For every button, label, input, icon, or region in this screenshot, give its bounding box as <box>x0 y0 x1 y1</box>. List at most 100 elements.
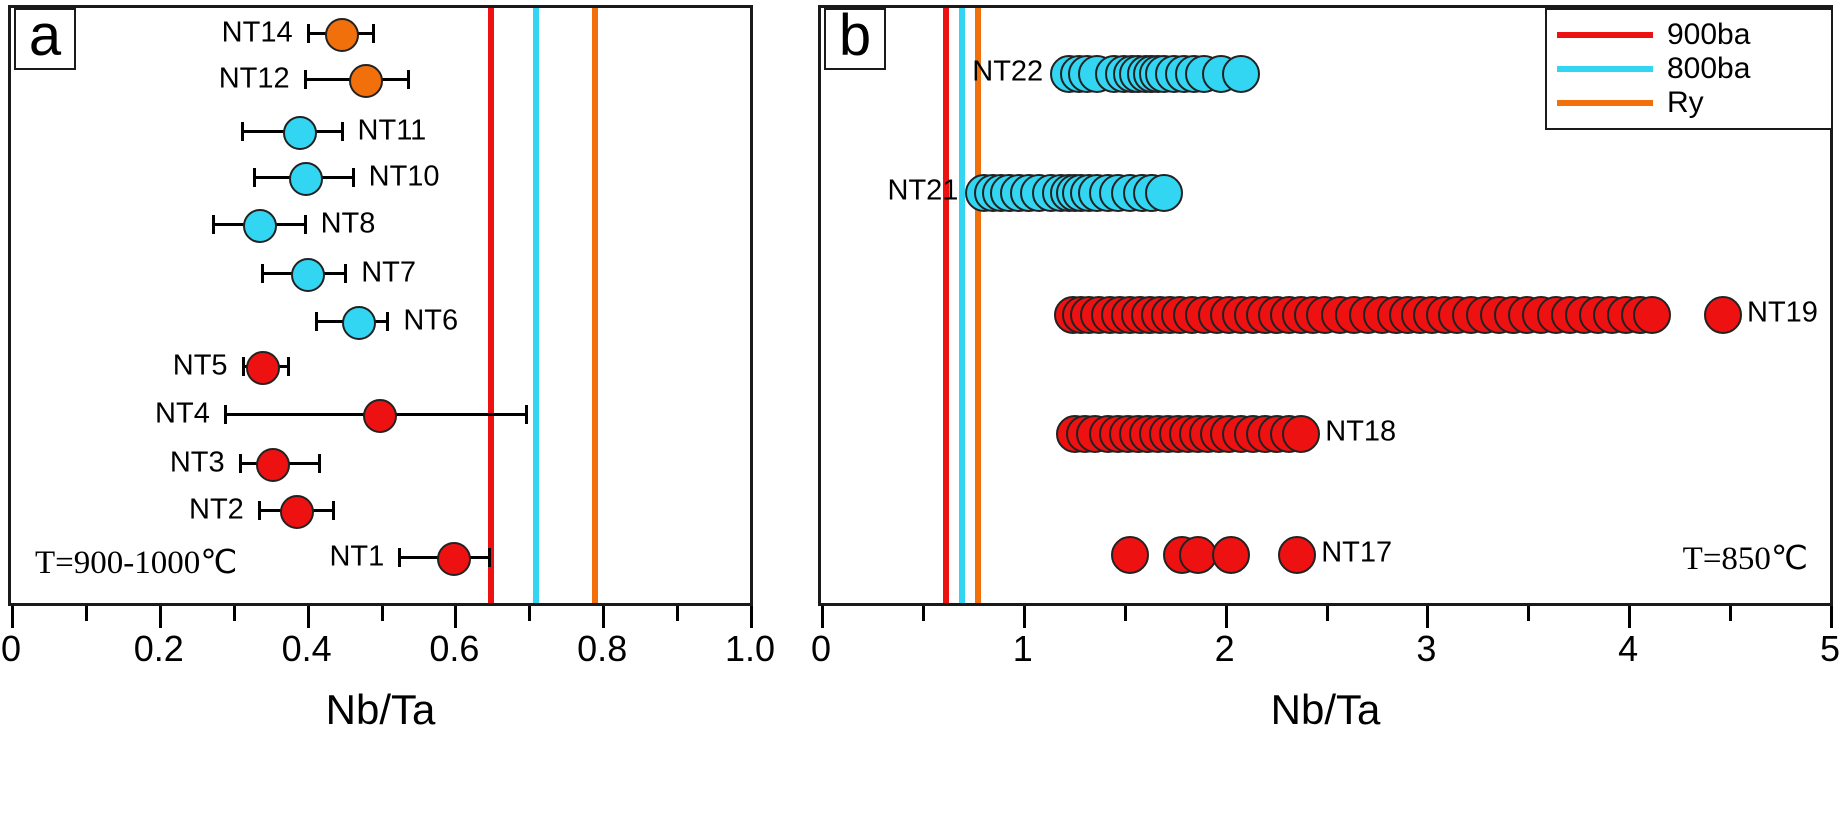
axis-tick-major <box>821 606 824 628</box>
error-bar-cap-low <box>223 405 227 424</box>
legend-label: Ry <box>1667 86 1704 119</box>
data-point-marker[interactable] <box>1145 174 1184 212</box>
data-point-marker[interactable] <box>437 542 472 576</box>
error-bar-cap-low <box>257 501 261 520</box>
series-label-NT21: NT21 <box>887 174 959 207</box>
axis-tick-minor <box>921 606 925 621</box>
error-bar-cap-low <box>252 168 256 187</box>
axis-tick-major <box>11 606 14 628</box>
error-bar-cap-low <box>240 122 244 141</box>
axis-tick-label: 0.4 <box>281 628 332 669</box>
axis-tick-label: 0.6 <box>429 628 480 669</box>
axis-tick-minor <box>84 606 88 621</box>
data-point-marker[interactable] <box>1211 536 1250 574</box>
axis-tick-minor <box>1729 606 1733 621</box>
legend-item-900ba[interactable]: 900ba <box>1557 18 1817 52</box>
axis-tick-minor <box>380 606 384 621</box>
panel-label-a: a <box>14 7 76 70</box>
error-bar-cap-high <box>340 122 344 141</box>
data-point-marker[interactable] <box>1704 296 1743 334</box>
data-point-marker[interactable] <box>1282 415 1321 453</box>
data-point-marker[interactable] <box>348 64 383 98</box>
error-bar-cap-high <box>303 215 307 234</box>
error-bar-cap-high <box>344 264 348 283</box>
series-label-NT4: NT4 <box>155 397 210 430</box>
data-point-marker[interactable] <box>1221 55 1260 93</box>
data-point-marker[interactable] <box>282 116 317 150</box>
series-label-NT6: NT6 <box>403 304 459 337</box>
axis-tick-label: 1.0 <box>724 628 776 669</box>
error-bar-cap-low <box>315 312 319 331</box>
axis-tick-label: 0 <box>810 628 832 669</box>
plot-area-a: NT14 NT12 NT11 NT10 NT8 NT7 NT6 NT5 NT4 NT3 NT2 NT1… <box>8 5 753 606</box>
data-point-marker[interactable] <box>1633 296 1672 334</box>
error-bar-cap-high <box>407 70 411 89</box>
error-bar-cap-high <box>371 24 375 43</box>
x-axis-b: 0 1 2 3 4 5 <box>811 606 1840 676</box>
series-label-NT19: NT19 <box>1747 296 1818 329</box>
axis-tick-label: 0.8 <box>577 628 628 669</box>
reference-line-Ry <box>975 8 982 603</box>
temperature-annotation-a: T=900-1000℃ <box>35 545 238 581</box>
reference-line-800ba <box>959 8 966 603</box>
axis-tick-major <box>1426 606 1430 628</box>
data-point-marker[interactable] <box>242 209 277 243</box>
error-bar-cap-low <box>241 357 245 376</box>
reference-line-800ba <box>532 8 539 603</box>
series-label-NT22: NT22 <box>972 55 1044 88</box>
axis-tick-major <box>306 606 310 628</box>
legend-swatch-900ba <box>1557 32 1653 38</box>
reference-line-900ba <box>943 8 950 603</box>
data-point-marker[interactable] <box>256 448 291 482</box>
legend-label: 900ba <box>1667 18 1751 51</box>
axis-tick-major <box>1830 606 1833 628</box>
data-point-marker[interactable] <box>1278 536 1317 574</box>
axis-tick-label: 3 <box>1416 628 1437 669</box>
axis-title-a: Nb/Ta <box>325 686 436 733</box>
axis-tick-major <box>1022 606 1026 628</box>
series-label-NT10: NT10 <box>368 160 440 193</box>
series-label-NT11: NT11 <box>357 114 427 147</box>
legend-item-800ba[interactable]: 800ba <box>1557 52 1817 86</box>
data-point-marker[interactable] <box>1110 536 1149 574</box>
plot-area-b: NT22 NT21 NT19 NT18 NT17 T=850℃ <box>818 5 1833 606</box>
axis-tick-major <box>750 606 753 628</box>
x-axis-a: 0 0.2 0.4 0.6 0.8 1.0 <box>1 606 775 676</box>
data-point-marker[interactable] <box>279 495 314 529</box>
axis-tick-label: 2 <box>1214 628 1235 669</box>
error-bar-cap-high <box>488 548 492 567</box>
data-point-marker[interactable] <box>324 18 359 52</box>
axis-tick-major <box>158 606 162 628</box>
axis-tick-minor <box>528 606 532 621</box>
data-point-marker[interactable] <box>362 399 397 433</box>
error-bar-cap-high <box>525 405 529 424</box>
axis-tick-label: 0.2 <box>133 628 184 669</box>
error-bar-cap-low <box>238 454 242 473</box>
data-point-marker[interactable] <box>290 258 325 292</box>
data-point-marker[interactable] <box>341 306 376 340</box>
series-label-NT1: NT1 <box>329 540 385 573</box>
error-bar-cap-high <box>351 168 355 187</box>
error-bar-cap-high <box>386 312 390 331</box>
axis-tick-label: 1 <box>1012 628 1033 669</box>
legend-swatch-Ry <box>1557 100 1653 106</box>
axis-tick-minor <box>232 606 236 621</box>
data-point-marker[interactable] <box>1179 536 1218 574</box>
reference-line-900ba <box>488 8 495 603</box>
data-point-marker[interactable] <box>245 351 280 385</box>
error-bar-cap-high <box>287 357 291 376</box>
series-label-NT8: NT8 <box>320 207 376 240</box>
series-label-NT3: NT3 <box>169 446 225 479</box>
legend-label: 800ba <box>1667 52 1751 85</box>
error-bar-cap-high <box>331 501 335 520</box>
legend-item-Ry[interactable]: Ry <box>1557 86 1817 120</box>
data-point-marker[interactable] <box>289 162 324 196</box>
error-bar-cap-low <box>303 70 307 89</box>
series-label-NT5: NT5 <box>172 349 228 382</box>
axis-tick-major <box>1224 606 1228 628</box>
axis-tick-label: 0 <box>0 628 22 669</box>
series-label-NT14: NT14 <box>221 16 293 49</box>
series-label-NT7: NT7 <box>361 256 417 289</box>
series-label-NT17: NT17 <box>1321 536 1393 569</box>
